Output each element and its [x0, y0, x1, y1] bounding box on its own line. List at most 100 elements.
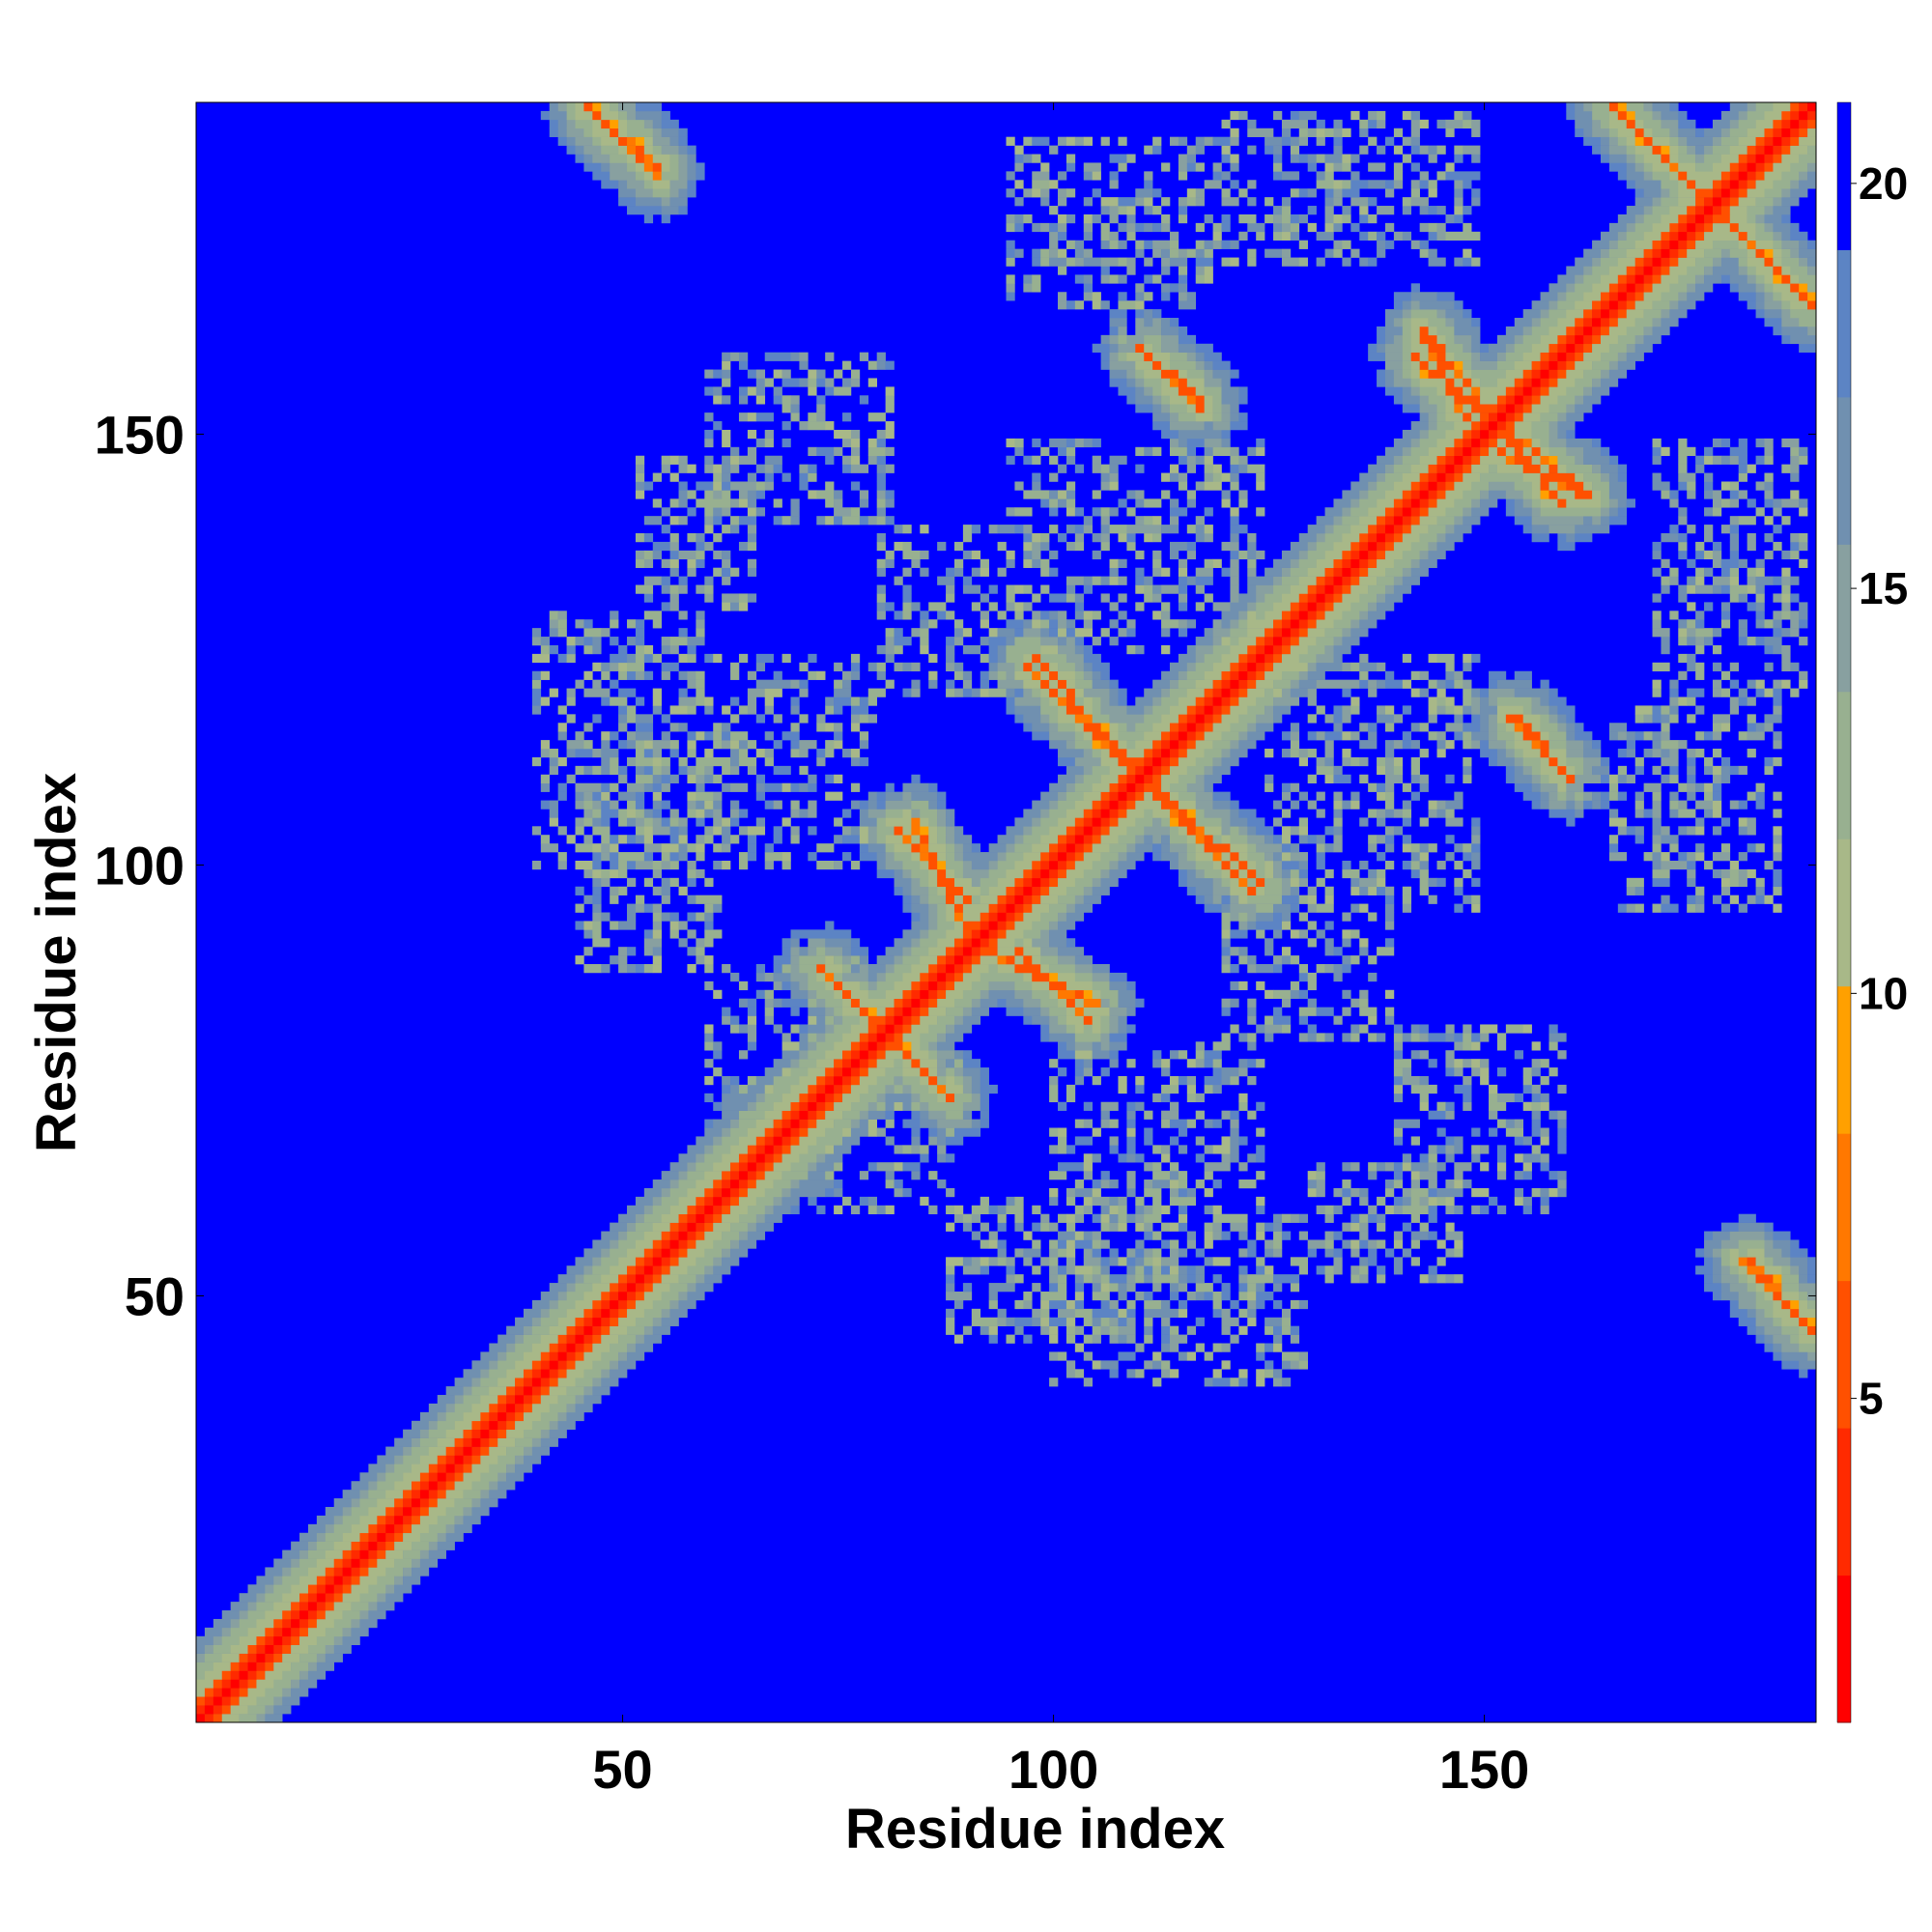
- heatmap-cell: [1083, 1067, 1093, 1077]
- heatmap-cell: [1350, 1248, 1360, 1258]
- heatmap-cell: [661, 1171, 679, 1180]
- heatmap-cell: [1445, 740, 1455, 750]
- heatmap-cell: [799, 1153, 817, 1163]
- heatmap-cell: [911, 1015, 921, 1025]
- heatmap-cell: [687, 912, 696, 922]
- heatmap-cell: [738, 860, 749, 870]
- heatmap-cell: [1212, 1222, 1222, 1232]
- heatmap-cell: [1368, 1162, 1378, 1172]
- heatmap-cell: [1126, 1334, 1136, 1344]
- heatmap-cell: [618, 947, 628, 956]
- heatmap-cell: [273, 1696, 283, 1706]
- heatmap-cell: [1729, 1231, 1765, 1240]
- heatmap-cell: [557, 1369, 567, 1378]
- heatmap-cell: [1195, 1041, 1205, 1051]
- heatmap-cell: [1281, 1317, 1292, 1326]
- heatmap-cell: [1634, 756, 1644, 767]
- heatmap-cell: [1049, 619, 1059, 629]
- heatmap-cell: [618, 774, 628, 783]
- heatmap-cell: [1256, 1291, 1274, 1301]
- heatmap-cell: [1540, 731, 1549, 741]
- heatmap-cell: [1247, 912, 1257, 922]
- heatmap-cell: [1169, 705, 1188, 715]
- heatmap-cell: [876, 567, 886, 577]
- heatmap-cell: [669, 860, 679, 870]
- heatmap-cell: [1471, 696, 1481, 706]
- heatmap-cell: [1065, 1299, 1076, 1310]
- heatmap-cell: [627, 714, 637, 724]
- heatmap-cell: [1436, 696, 1446, 706]
- heatmap-cell: [1316, 705, 1325, 715]
- heatmap-cell: [1169, 723, 1179, 732]
- heatmap-cell: [1144, 1127, 1153, 1137]
- heatmap-cell: [1575, 809, 1584, 818]
- heatmap-cell: [988, 602, 998, 611]
- heatmap-cell: [1178, 877, 1188, 888]
- heatmap-cell: [1273, 1325, 1283, 1335]
- heatmap-cell: [1307, 1248, 1317, 1258]
- heatmap-cell: [1747, 723, 1756, 732]
- heatmap-cell: [902, 602, 912, 611]
- heatmap-cell: [816, 1059, 835, 1068]
- heatmap-cell: [1204, 1205, 1213, 1215]
- heatmap-cell: [1755, 1308, 1765, 1319]
- heatmap-cell: [273, 1584, 292, 1594]
- heatmap-cell: [997, 1205, 1007, 1215]
- heatmap-cell: [1790, 1334, 1800, 1344]
- heatmap-cell: [342, 1549, 352, 1559]
- heatmap-cell: [946, 1084, 964, 1094]
- heatmap-cell: [1169, 1325, 1179, 1335]
- heatmap-cell: [1169, 860, 1179, 870]
- heatmap-cell: [842, 1136, 861, 1146]
- heatmap-cell: [1583, 756, 1602, 767]
- heatmap-cell: [1238, 593, 1257, 603]
- heatmap-cell: [471, 1498, 481, 1508]
- heatmap-cell: [1178, 1351, 1188, 1361]
- heatmap-cell: [962, 1015, 981, 1025]
- heatmap-cell: [902, 895, 912, 904]
- heatmap-cell: [463, 1369, 481, 1378]
- heatmap-cell: [1092, 1360, 1101, 1370]
- heatmap-cell: [1221, 619, 1231, 629]
- heatmap-cell: [1273, 868, 1283, 879]
- heatmap-cell: [808, 800, 817, 810]
- heatmap-cell: [1419, 1075, 1429, 1086]
- heatmap-cell: [687, 653, 696, 664]
- heatmap-cell: [1023, 653, 1033, 664]
- heatmap-cell: [1186, 619, 1197, 629]
- heatmap-cell: [722, 843, 731, 853]
- heatmap-cell: [1230, 576, 1239, 585]
- heatmap-cell: [1264, 886, 1283, 895]
- heatmap-cell: [799, 1033, 809, 1042]
- heatmap-cell: [1126, 1274, 1136, 1284]
- heatmap-cell: [1074, 740, 1093, 750]
- heatmap-cell: [1704, 1274, 1714, 1284]
- heatmap-cell: [1281, 921, 1292, 930]
- heatmap-cell: [1316, 791, 1325, 801]
- heatmap-cell: [781, 1119, 791, 1128]
- heatmap-cell: [1256, 1378, 1265, 1387]
- heatmap-cell: [583, 1351, 602, 1361]
- heatmap-cell: [1480, 1205, 1490, 1215]
- heatmap-cell: [333, 1515, 343, 1525]
- heatmap-cell: [1195, 1059, 1205, 1068]
- heatmap-cell: [1256, 1299, 1265, 1310]
- heatmap-cell: [566, 774, 576, 783]
- heatmap-cell: [282, 1670, 300, 1680]
- heatmap-cell: [747, 740, 757, 750]
- heatmap-cell: [618, 809, 628, 818]
- heatmap-cell: [764, 1145, 774, 1154]
- heatmap-cell: [713, 1119, 731, 1128]
- heatmap-cell: [1074, 826, 1085, 836]
- heatmap-cell: [1195, 653, 1205, 664]
- heatmap-cell: [842, 1033, 861, 1042]
- heatmap-cell: [1368, 1257, 1378, 1266]
- heatmap-cell: [247, 1688, 266, 1697]
- heatmap-cell: [1428, 800, 1437, 810]
- heatmap-cell: [661, 852, 670, 862]
- heatmap-cell: [1652, 619, 1662, 629]
- heatmap-cell: [325, 1523, 335, 1534]
- heatmap-cell: [1256, 1351, 1265, 1361]
- heatmap-cell: [669, 774, 679, 783]
- heatmap-cell: [1186, 731, 1197, 741]
